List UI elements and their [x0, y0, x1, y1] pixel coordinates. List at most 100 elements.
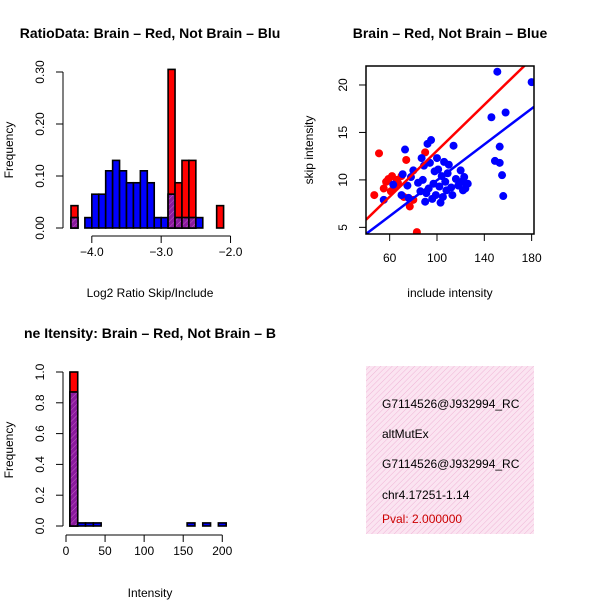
scatter-y-tick-label: 20 — [336, 78, 350, 92]
intensity-histogram-y-tick-label: 1.0 — [33, 363, 47, 380]
intensity-histogram-axes: 0 50 100 150 200 0.0 0.2 0.4 0.6 0.8 1.0 — [33, 363, 233, 558]
intensity-histogram-ylabel: Frequency — [2, 422, 16, 479]
ratio-histogram-panel: RatioData: Brain – Red, Not Brain – Blu … — [2, 25, 280, 300]
ratio-histogram-y-tick-label: 0.00 — [33, 216, 47, 240]
scatter-fit-line-red — [366, 66, 527, 221]
ratio-histogram-bar-overlap — [167, 193, 176, 229]
ratio-histogram-ylabel: Frequency — [2, 122, 16, 179]
scatter-point-blue — [398, 170, 407, 179]
intensity-histogram-bar-blue — [186, 522, 196, 527]
intensity-scatter-axes: 60 100 140 180 5 10 15 20 — [336, 65, 542, 265]
intensity-histogram-bar-blue — [201, 522, 212, 527]
scatter-point-blue — [401, 145, 410, 154]
intensity-scatter-plot — [366, 66, 534, 234]
ratio-histogram-xlabel: Log2 Ratio Skip/Include — [87, 286, 214, 300]
intensity-histogram-bar-blue — [84, 522, 95, 527]
scatter-point-blue — [493, 67, 502, 76]
intensity-histogram-x-tick-label: 50 — [98, 544, 112, 558]
info-pval: Pval: 2.000000 — [382, 512, 462, 526]
scatter-point-red — [375, 149, 384, 158]
scatter-x-tick-label: 140 — [474, 251, 494, 265]
scatter-point-blue — [527, 78, 534, 87]
ratio-histogram-x-tick-label: −3.0 — [149, 245, 173, 259]
scatter-point-blue — [463, 179, 472, 188]
scatter-fit-line-blue — [366, 105, 534, 234]
scatter-point-blue — [495, 142, 504, 151]
info-line-4: chr4.17251-1.14 — [382, 488, 470, 502]
ratio-histogram-bar-blue — [195, 216, 204, 229]
intensity-histogram-bar-blue — [76, 522, 87, 527]
scatter-point-blue — [403, 181, 412, 190]
ratio-histogram-bar-red — [215, 204, 225, 229]
info-line-1: G7114526@J932994_RC — [382, 397, 520, 411]
info-line-2: altMutEx — [382, 427, 429, 441]
scatter-point-blue — [460, 173, 469, 182]
ratio-histogram-bar-blue — [97, 193, 107, 229]
scatter-point-red — [421, 148, 430, 157]
scatter-data-layer — [366, 66, 534, 234]
scatter-point-blue — [389, 180, 398, 189]
scatter-point-blue — [418, 175, 427, 184]
intensity-scatter-xlabel: include intensity — [407, 286, 492, 300]
scatter-point-blue — [498, 171, 507, 180]
scatter-y-tick-label: 10 — [336, 173, 350, 187]
intensity-scatter-ylabel: skip intensity — [302, 116, 316, 185]
intensity-scatter-panel: Brain – Red, Not Brain – Blue 60 100 140 18… — [302, 25, 547, 300]
ratio-histogram-x-tick-label: −4.0 — [80, 245, 104, 259]
ratio-histogram-bar-blue — [153, 216, 162, 229]
ratio-histogram-bar-blue — [146, 181, 156, 229]
ratio-histogram-bar-blue — [160, 216, 169, 229]
intensity-histogram-x-tick-label: 200 — [212, 544, 232, 558]
ratio-histogram-bar-blue — [91, 193, 100, 229]
scatter-point-blue — [438, 192, 447, 201]
ratio-histogram-bar-blue — [132, 181, 142, 229]
ratio-histogram-y-tick-label: 0.30 — [33, 60, 47, 84]
intensity-histogram-y-tick-label: 0.2 — [33, 487, 47, 504]
ratio-histogram-bar-blue — [118, 170, 128, 229]
intensity-histogram-x-tick-label: 150 — [173, 544, 193, 558]
intensity-histogram-bar-blue — [217, 522, 227, 527]
scatter-point-blue — [434, 165, 443, 174]
ratio-histogram-y-tick-label: 0.20 — [33, 112, 47, 136]
scatter-point-blue — [441, 177, 450, 186]
intensity-histogram-y-tick-label: 0.6 — [33, 425, 47, 442]
intensity-scatter-title: Brain – Red, Not Brain – Blue — [353, 25, 548, 41]
ratio-histogram-y-tick-label: 0.10 — [33, 164, 47, 188]
scatter-point-blue — [397, 191, 406, 200]
intensity-histogram-xlabel: Intensity — [128, 586, 173, 600]
ratio-histogram-bar-overlap — [181, 216, 190, 229]
scatter-point-red — [370, 191, 379, 200]
scatter-point-blue — [499, 192, 508, 201]
scatter-point-blue — [421, 197, 430, 206]
scatter-point-blue — [495, 158, 504, 167]
scatter-point-blue — [448, 191, 457, 200]
intensity-histogram-bar-overlap — [69, 391, 79, 527]
ratio-histogram-bar-overlap — [174, 216, 183, 229]
ratio-histogram-bar-overlap — [188, 216, 197, 229]
intensity-histogram-title: ne Itensity: Brain – Red, Not Brain – B — [24, 325, 276, 341]
scatter-point-blue — [417, 154, 426, 163]
ratio-histogram-bar-blue — [104, 170, 114, 229]
scatter-point-blue — [447, 183, 456, 192]
ratio-histogram-title: RatioData: Brain – Red, Not Brain – Blu — [20, 25, 281, 41]
scatter-point-blue — [435, 182, 444, 191]
ratio-histogram-x-tick-label: −2.0 — [219, 245, 243, 259]
scatter-point-blue — [431, 191, 440, 200]
scatter-x-tick-label: 60 — [383, 251, 397, 265]
intensity-histogram-y-tick-label: 0.8 — [33, 394, 47, 411]
ratio-histogram-bar-blue — [111, 159, 121, 229]
scatter-point-red — [402, 155, 411, 164]
intensity-histogram-y-tick-label: 0.0 — [33, 517, 47, 534]
scatter-point-red — [405, 202, 414, 211]
info-box-background — [366, 366, 534, 534]
intensity-histogram-bar-blue — [92, 522, 102, 527]
ratio-histogram-bar-overlap — [70, 216, 79, 229]
ratio-histogram-bar-blue — [139, 170, 149, 229]
ratio-histogram-bar-blue — [125, 181, 135, 229]
scatter-y-tick-label: 5 — [336, 224, 350, 231]
info-line-3: G7114526@J932994_RC — [382, 457, 520, 471]
intensity-histogram-y-tick-label: 0.4 — [33, 456, 47, 473]
ratio-histogram-bar-blue — [84, 216, 93, 229]
intensity-histogram-x-tick-label: 100 — [134, 544, 154, 558]
